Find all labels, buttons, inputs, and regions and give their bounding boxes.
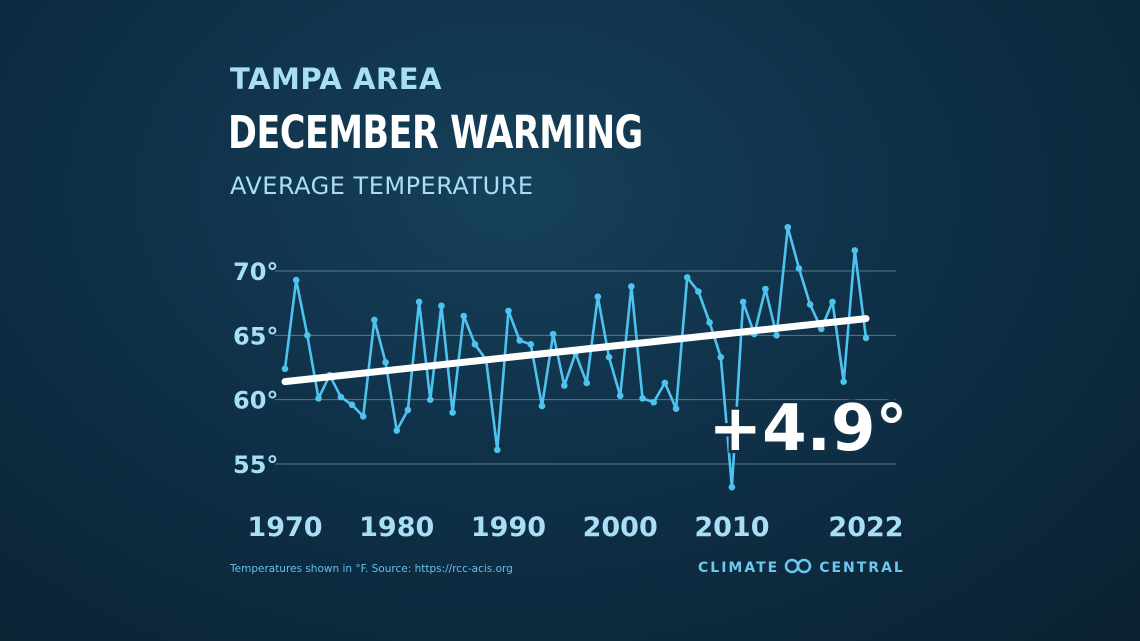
brand-logo: CLIMATE CENTRAL	[698, 557, 905, 579]
x-tick-label: 1970	[247, 512, 322, 543]
data-point	[415, 298, 423, 306]
x-tick-label: 2000	[583, 512, 658, 543]
data-point	[281, 365, 289, 373]
data-point	[594, 293, 602, 301]
brand-left-text: CLIMATE	[698, 560, 780, 576]
data-point	[616, 392, 624, 400]
data-point	[449, 409, 456, 416]
data-point	[661, 379, 669, 387]
y-tick-label: 60°	[233, 387, 278, 415]
data-point	[382, 359, 389, 366]
y-tick-label: 55°	[233, 451, 278, 479]
data-point	[527, 341, 535, 348]
data-point	[471, 341, 479, 348]
data-point	[650, 398, 658, 406]
data-point	[862, 334, 870, 342]
data-point	[516, 337, 523, 344]
data-point	[728, 483, 736, 491]
chart-subtitle: AVERAGE TEMPERATURE	[230, 172, 534, 200]
data-point	[393, 427, 401, 434]
data-point	[795, 265, 803, 272]
data-point	[818, 325, 825, 333]
data-point	[438, 302, 445, 310]
y-tick-label: 70°	[233, 258, 278, 286]
data-point	[304, 332, 311, 339]
data-point	[426, 396, 434, 403]
data-point	[549, 330, 557, 338]
data-point	[505, 307, 512, 315]
data-point	[359, 413, 367, 420]
x-axis-ticks: 1970 1980 1990 2000 2010 2022	[247, 512, 903, 543]
data-point	[348, 401, 356, 409]
data-point	[717, 353, 725, 361]
data-point	[561, 382, 568, 389]
data-point	[706, 319, 713, 326]
data-point	[739, 298, 747, 306]
data-point	[605, 353, 613, 361]
data-point	[371, 316, 378, 324]
data-point	[762, 285, 769, 293]
data-point	[292, 276, 300, 284]
x-tick-label: 1990	[471, 512, 546, 543]
data-point	[583, 379, 590, 387]
data-point	[806, 301, 814, 308]
source-note: Temperatures shown in °F. Source: https:…	[230, 563, 513, 575]
x-tick-label: 2022	[828, 512, 903, 543]
trend-line	[281, 315, 870, 386]
trend-line-group	[281, 315, 870, 386]
change-annotation: +4.9°	[709, 392, 908, 466]
x-tick-label: 2010	[694, 512, 769, 543]
y-tick-label: 65°	[233, 322, 278, 350]
data-point	[784, 223, 792, 231]
chart-title: DECEMBER WARMING	[228, 106, 643, 159]
linked-circles-icon	[783, 558, 813, 578]
x-tick-label: 1980	[359, 512, 434, 543]
data-point	[315, 395, 322, 402]
data-point	[628, 283, 635, 290]
data-point	[404, 406, 412, 414]
data-point	[773, 332, 780, 339]
data-point	[683, 274, 691, 281]
data-point	[460, 312, 468, 320]
brand-right-text: CENTRAL	[819, 560, 905, 576]
y-axis-ticks: 55° 60° 65° 70°	[233, 258, 278, 479]
data-point	[538, 402, 546, 410]
data-point	[840, 378, 847, 385]
data-point	[672, 405, 680, 412]
data-point	[337, 393, 345, 401]
data-point	[493, 446, 501, 454]
region-label: TAMPA AREA	[230, 62, 442, 96]
data-point	[851, 247, 859, 254]
data-point	[639, 395, 646, 402]
data-point	[829, 298, 836, 306]
data-point	[695, 288, 702, 295]
